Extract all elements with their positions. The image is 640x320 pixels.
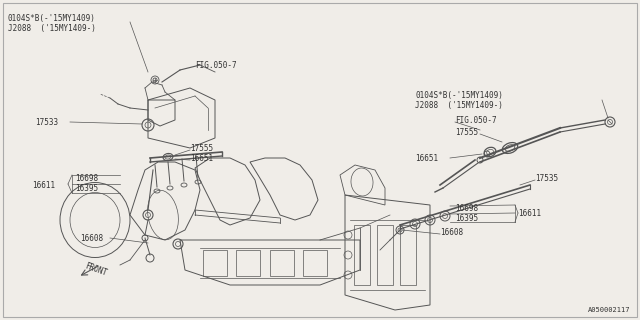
Text: 17535: 17535 bbox=[535, 173, 558, 182]
Text: 16651: 16651 bbox=[415, 154, 438, 163]
Text: A050002117: A050002117 bbox=[588, 307, 630, 313]
Text: 16608: 16608 bbox=[80, 234, 103, 243]
Text: 17533: 17533 bbox=[35, 117, 58, 126]
Text: J2088  ('15MY1409-): J2088 ('15MY1409-) bbox=[8, 23, 96, 33]
Text: 16698: 16698 bbox=[455, 204, 478, 212]
Bar bbox=[354, 225, 370, 285]
Text: 0104S*B(-'15MY1409): 0104S*B(-'15MY1409) bbox=[415, 91, 503, 100]
Text: J2088  ('15MY1409-): J2088 ('15MY1409-) bbox=[415, 100, 503, 109]
Bar bbox=[303, 250, 327, 276]
Bar bbox=[270, 250, 294, 276]
Text: 0104S*B(-'15MY1409): 0104S*B(-'15MY1409) bbox=[8, 13, 96, 22]
Text: 16608: 16608 bbox=[440, 228, 463, 236]
Text: 17555: 17555 bbox=[190, 143, 213, 153]
Bar bbox=[377, 225, 393, 285]
Text: 16395: 16395 bbox=[75, 183, 98, 193]
Bar bbox=[203, 250, 227, 276]
Bar bbox=[400, 225, 416, 285]
Text: FIG.050-7: FIG.050-7 bbox=[195, 60, 237, 69]
Text: 16611: 16611 bbox=[32, 180, 55, 189]
Text: 17555: 17555 bbox=[455, 127, 478, 137]
Text: 16651: 16651 bbox=[190, 154, 213, 163]
Text: 16698: 16698 bbox=[75, 173, 98, 182]
Bar bbox=[236, 250, 260, 276]
Text: 16611: 16611 bbox=[518, 209, 541, 218]
Text: FRONT: FRONT bbox=[83, 262, 108, 278]
Text: FIG.050-7: FIG.050-7 bbox=[455, 116, 497, 124]
Text: 16395: 16395 bbox=[455, 213, 478, 222]
